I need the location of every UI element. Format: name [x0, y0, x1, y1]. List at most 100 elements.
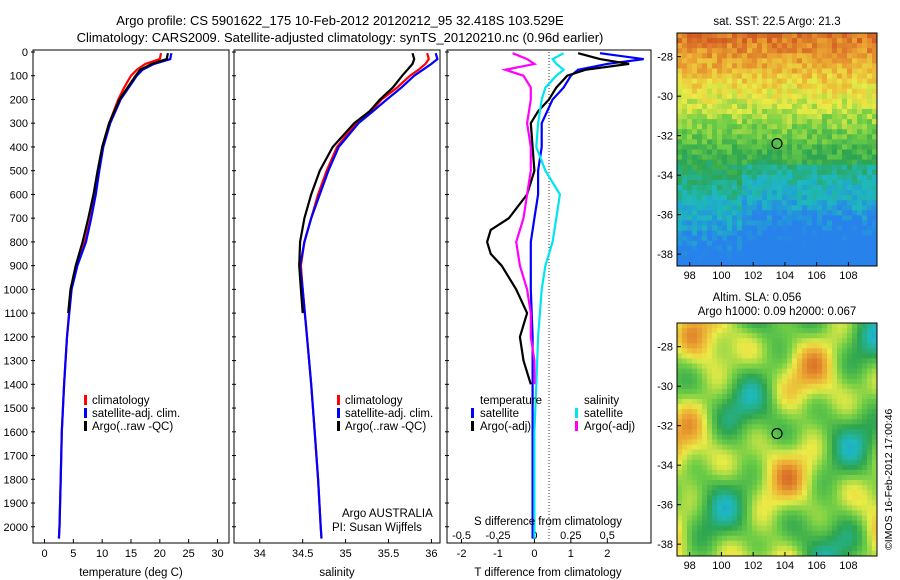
map-cell — [812, 490, 818, 496]
map-cell — [732, 124, 738, 130]
map-cell — [712, 343, 718, 349]
map-cell — [777, 485, 783, 491]
map-cell — [872, 343, 878, 349]
map-cell — [817, 124, 823, 130]
map-cell — [677, 220, 683, 226]
y-tick-label: 2000 — [4, 522, 28, 534]
map-cell — [732, 154, 738, 161]
map-cell — [797, 215, 803, 221]
map-cell — [867, 373, 873, 380]
map-cell — [752, 520, 758, 527]
map-cell — [837, 88, 843, 95]
map-cell — [857, 169, 863, 176]
map-cell — [737, 190, 743, 196]
map-cell — [757, 93, 763, 100]
map-cell — [727, 83, 733, 90]
map-cell — [872, 215, 878, 221]
map-cell — [717, 323, 723, 329]
map-cell — [722, 190, 728, 196]
map-cell — [712, 459, 718, 466]
map-cell — [822, 409, 828, 415]
map-cell — [822, 139, 828, 145]
map-cell — [687, 333, 693, 339]
map-cell — [862, 235, 868, 242]
map-cell — [767, 230, 773, 237]
map-cell — [762, 134, 768, 140]
map-cell — [862, 434, 868, 440]
map-cell — [807, 454, 813, 461]
map-cell — [692, 333, 698, 339]
map-cell — [702, 449, 708, 456]
map-cell — [827, 449, 833, 456]
map-cell — [717, 338, 723, 344]
legend-label-argo: Argo(..raw -QC) — [345, 421, 426, 433]
map-cell — [857, 343, 863, 349]
map-cell — [862, 73, 868, 79]
map-cell — [717, 164, 723, 171]
map-cell — [872, 409, 878, 415]
map-cell — [682, 540, 688, 547]
map-cell — [742, 353, 748, 359]
map-cell — [827, 235, 833, 242]
map-cell — [852, 215, 858, 221]
map-cell — [702, 409, 708, 415]
map-cell — [817, 343, 823, 349]
map-cell — [712, 378, 718, 385]
map-cell — [762, 343, 768, 349]
map-cell — [722, 363, 728, 369]
map-cell — [727, 164, 733, 171]
map-cell — [782, 540, 788, 547]
map-cell — [717, 245, 723, 252]
map-cell — [747, 43, 753, 49]
map-cell — [717, 510, 723, 516]
map-cell — [827, 480, 833, 486]
map-cell — [857, 500, 863, 506]
map-cell — [702, 348, 708, 354]
map-cell — [757, 414, 763, 420]
map-cell — [707, 164, 713, 171]
map-cell — [677, 409, 683, 415]
map-cell — [807, 328, 813, 334]
map-cell — [712, 63, 718, 69]
map-cell — [767, 240, 773, 247]
map-cell — [707, 464, 713, 471]
map-cell — [702, 33, 708, 39]
map-cell — [717, 485, 723, 491]
map-cell — [742, 530, 748, 537]
map-cell — [842, 235, 848, 242]
map-cell — [757, 459, 763, 466]
map-cell — [827, 154, 833, 161]
map-cell — [867, 439, 873, 445]
map-cell — [867, 540, 873, 547]
map-cell — [812, 338, 818, 344]
map-cell — [697, 149, 703, 155]
map-cell — [747, 58, 753, 64]
map-cell — [707, 98, 713, 105]
map-cell — [807, 129, 813, 135]
map-cell — [867, 525, 873, 532]
map-cell — [742, 393, 748, 400]
map-cell — [802, 449, 808, 456]
map-cell — [867, 83, 873, 90]
map-cell — [692, 129, 698, 135]
map-cell — [707, 388, 713, 395]
map-cell — [817, 93, 823, 100]
map-cell — [827, 250, 833, 257]
map-cell — [777, 33, 783, 39]
map-cell — [862, 114, 868, 120]
map-cell — [767, 225, 773, 231]
map-cell — [827, 139, 833, 145]
map-cell — [767, 500, 773, 506]
map-cell — [817, 373, 823, 380]
map-cell — [682, 205, 688, 211]
map-cell — [682, 388, 688, 395]
map-cell — [767, 388, 773, 395]
map-cell — [782, 454, 788, 461]
map-cell — [832, 174, 838, 181]
map-cell — [742, 444, 748, 451]
map-cell — [867, 535, 873, 542]
map-cell — [742, 149, 748, 155]
map-cell — [782, 73, 788, 79]
map-cell — [707, 190, 713, 196]
map-cell — [702, 53, 708, 59]
